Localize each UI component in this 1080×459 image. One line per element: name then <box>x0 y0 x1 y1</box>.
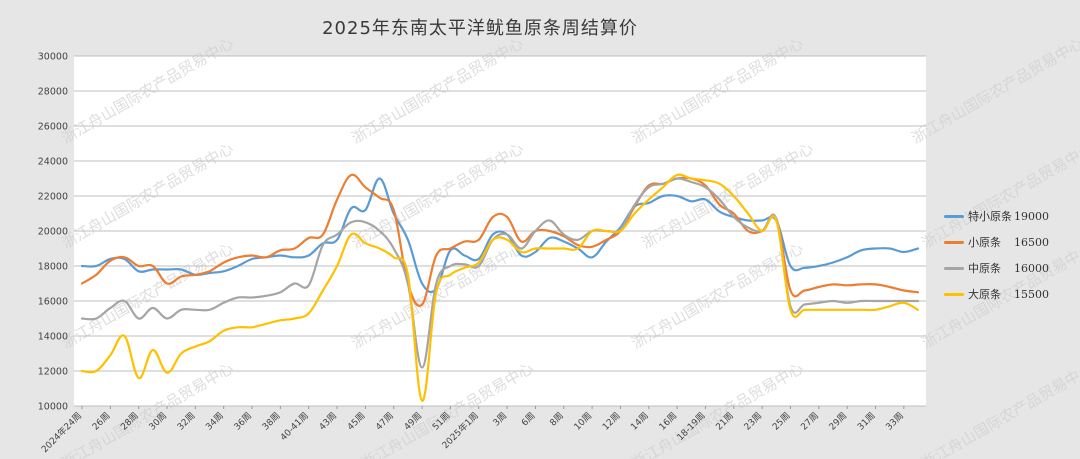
y-tick-label: 14000 <box>38 332 68 343</box>
x-tick-label: 8周 <box>548 410 566 428</box>
x-tick-label: 47周 <box>374 410 396 432</box>
x-tick-label: 23周 <box>742 410 764 432</box>
legend-label: 中原条 <box>968 262 1001 275</box>
x-tick-label: 29周 <box>827 410 849 432</box>
x-tick-label: 25周 <box>770 410 792 432</box>
series-lines <box>80 173 920 402</box>
y-tick-label: 10000 <box>38 402 68 413</box>
x-tick-label: 38周 <box>260 410 282 432</box>
x-tick-label: 14周 <box>629 410 651 432</box>
legend-item[interactable]: 小原条 16500 <box>944 229 1074 255</box>
y-tick-label: 20000 <box>38 227 68 238</box>
legend-label: 特小原条 <box>968 210 1012 223</box>
watermark-text: 浙江舟山国际农产品贸易中心 <box>919 359 1080 459</box>
y-tick-label: 24000 <box>38 157 68 168</box>
x-tick-label: 27周 <box>799 410 821 432</box>
legend-item[interactable]: 大原条 15500 <box>944 281 1074 307</box>
y-tick-label: 22000 <box>38 192 68 203</box>
y-tick-label: 12000 <box>38 367 68 378</box>
legend-value: 15500 <box>1014 287 1049 301</box>
x-tick-label: 31周 <box>855 410 877 432</box>
x-tick-label: 34周 <box>204 410 226 432</box>
x-tick-label: 3周 <box>491 410 509 428</box>
x-tick-label: 12周 <box>600 410 622 432</box>
y-tick-label: 26000 <box>38 122 68 133</box>
legend-label: 小原条 <box>968 236 1001 249</box>
y-tick-label: 28000 <box>38 87 68 98</box>
x-tick-label: 32周 <box>175 410 197 432</box>
legend-swatch <box>944 292 964 296</box>
series-line-4 <box>80 173 920 402</box>
y-tick-label: 30000 <box>38 52 68 63</box>
y-tick-label: 18000 <box>38 262 68 273</box>
y-axis-ticks: 10000 12000 14000 16000 18000 20000 22000 24000… <box>38 52 68 413</box>
x-tick-label: 6周 <box>519 410 537 428</box>
x-tick-label: 40-41周 <box>278 410 311 443</box>
x-tick-label: 33周 <box>884 410 906 432</box>
chart-title: 2025年东南太平洋鱿鱼原条周结算价 <box>322 18 638 39</box>
legend-value: 16000 <box>1014 261 1049 275</box>
legend-swatch <box>944 240 964 244</box>
legend-swatch <box>944 214 964 218</box>
legend: 特小原条 19000 小原条 16500 中原条 16000 大原条 15500 <box>944 203 1074 307</box>
legend-item[interactable]: 特小原条 19000 <box>944 203 1074 229</box>
legend-label: 大原条 <box>968 288 1001 301</box>
legend-value: 16500 <box>1014 235 1049 249</box>
x-tick-label: 36周 <box>232 410 254 432</box>
legend-swatch <box>944 266 964 270</box>
x-tick-label: 10周 <box>572 410 594 432</box>
y-tick-label: 16000 <box>38 297 68 308</box>
watermark-text: 浙江舟山国际农产品贸易中心 <box>909 34 1080 147</box>
x-tick-label: 43周 <box>317 410 339 432</box>
legend-value: 19000 <box>1014 209 1049 223</box>
x-tick-label: 45周 <box>345 410 367 432</box>
legend-item[interactable]: 中原条 16000 <box>944 255 1074 281</box>
